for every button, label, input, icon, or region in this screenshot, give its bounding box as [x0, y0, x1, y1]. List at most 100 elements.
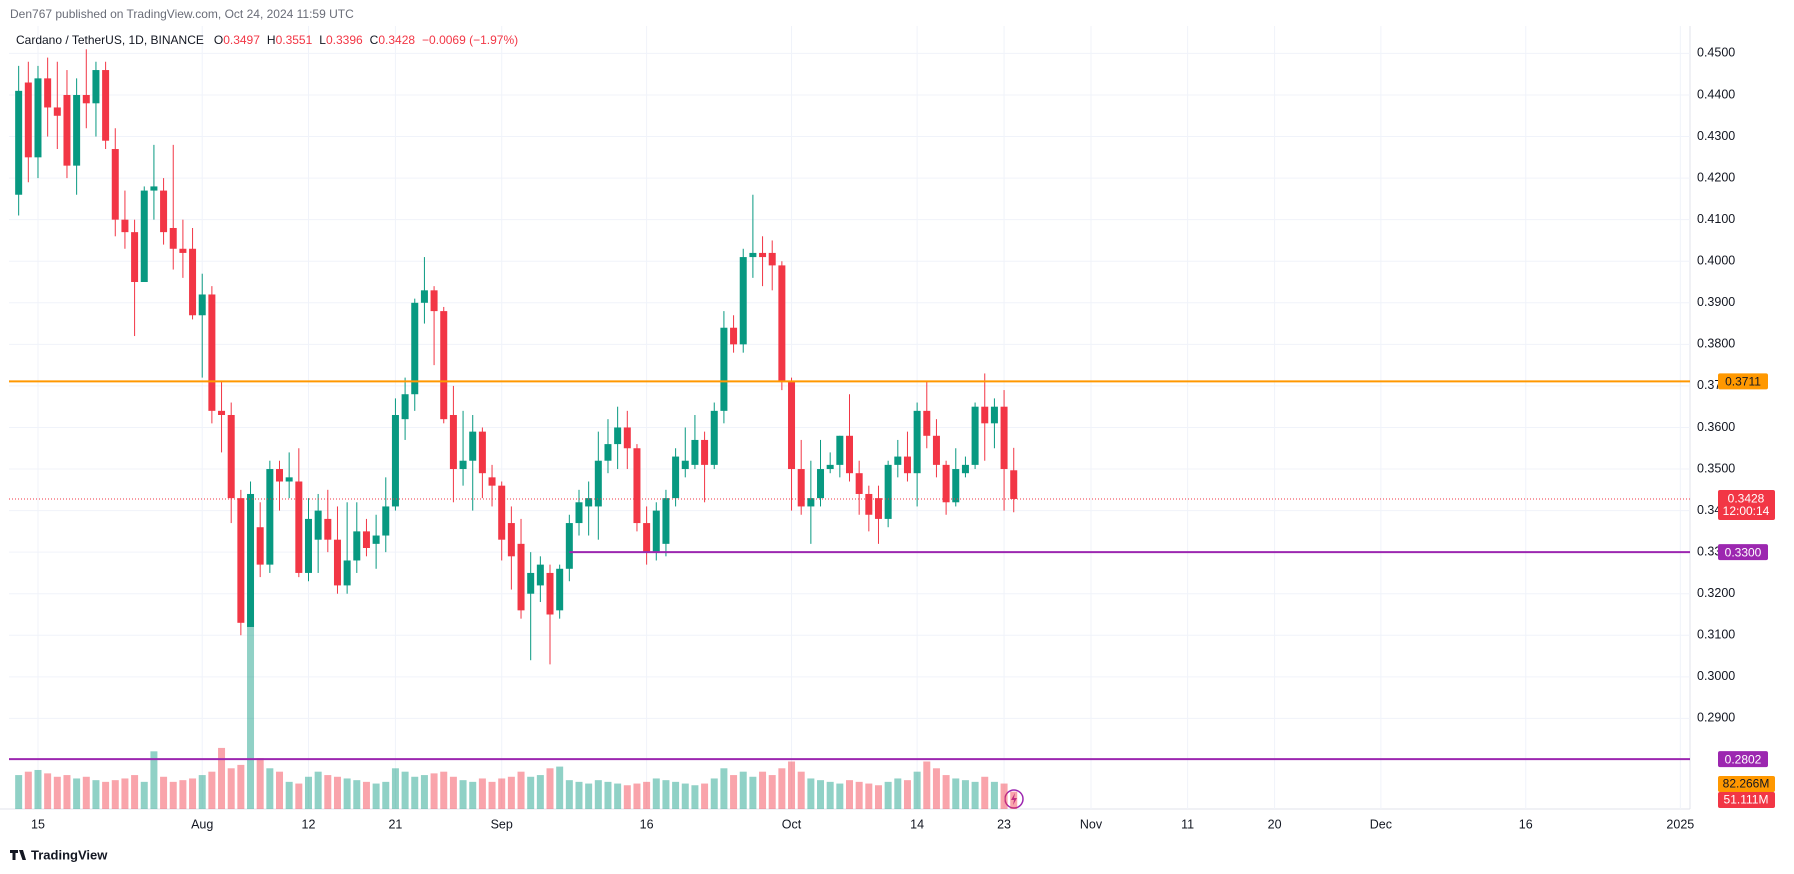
volume-bar [488, 781, 496, 809]
candle-body [691, 439, 699, 465]
candle-body [894, 456, 902, 465]
candle-body [353, 531, 361, 561]
ohlc-value: 0.3396 [326, 33, 363, 47]
level-label: 0.2802 [1725, 752, 1762, 766]
volume-bar [140, 781, 148, 809]
candle-body [82, 94, 90, 104]
volume-bar [189, 778, 197, 809]
candle-body [420, 290, 428, 303]
candle-body [198, 294, 206, 316]
candle-body [817, 469, 825, 499]
x-tick-label: 16 [1519, 817, 1533, 831]
volume-bar [527, 776, 535, 809]
ohlc-value: 0.3428 [378, 33, 415, 47]
x-tick-label: 16 [640, 817, 654, 831]
volume-bar [749, 776, 757, 809]
volume-bar [343, 778, 351, 809]
volume-bar [285, 781, 293, 809]
volume-bar [594, 780, 602, 809]
y-tick-label: 0.4100 [1697, 212, 1735, 226]
volume-bar [420, 775, 428, 809]
candle-body [247, 493, 255, 627]
volume-bar [788, 761, 796, 809]
volume-bar [585, 783, 593, 809]
candle-body [73, 94, 81, 166]
volume-bar [923, 761, 931, 809]
y-tick-label: 0.3100 [1697, 628, 1735, 642]
volume-bar [92, 780, 100, 809]
volume-bar [198, 775, 206, 809]
candle-body [672, 456, 680, 499]
volume-bar [430, 773, 438, 809]
x-tick-label: 2025 [1666, 817, 1694, 831]
volume-bar [449, 776, 457, 809]
volume-bar [15, 775, 23, 809]
x-tick-label: Nov [1080, 817, 1103, 831]
volume-bar [874, 785, 882, 809]
volume-bar [604, 781, 612, 809]
candle-body [227, 415, 235, 499]
volume-bar [53, 776, 61, 809]
candle-body [527, 572, 535, 594]
volume-bar [304, 776, 312, 809]
candle-body [565, 523, 573, 569]
volume-bar [903, 780, 911, 809]
x-tick-label: 21 [388, 817, 402, 831]
candle-body [324, 518, 332, 540]
volume-ma-box [1718, 776, 1775, 792]
volume-bar [846, 780, 853, 809]
volume-bar [111, 780, 119, 809]
volume-bar [662, 780, 670, 809]
volume-last-box [1718, 792, 1775, 808]
candle-body [730, 327, 738, 345]
x-tick-label: Aug [191, 817, 213, 831]
candle-body [459, 460, 467, 470]
candle-body [295, 481, 303, 573]
candle-body [179, 248, 187, 253]
candle-body [961, 464, 969, 474]
volume-bar [401, 771, 409, 809]
candle-body [285, 477, 293, 482]
candle-body [430, 290, 438, 312]
candle-body [594, 460, 602, 507]
replay-bolt [1011, 793, 1017, 805]
x-tick-label: Dec [1370, 817, 1392, 831]
volume-bar [218, 747, 226, 809]
volume-bar [691, 785, 699, 809]
candle-body [546, 572, 554, 615]
candle-body [942, 464, 950, 503]
change: −0.0069 (−1.97%) [422, 33, 518, 47]
candle-body [604, 444, 612, 461]
volume-bar [817, 780, 825, 809]
replay-icon[interactable] [1004, 789, 1024, 809]
logo-mark [10, 850, 26, 860]
volume-bar [759, 771, 767, 809]
volume-bar [333, 776, 341, 809]
volume-bar [614, 783, 622, 809]
candle-body [826, 464, 834, 470]
candle-body [131, 232, 139, 283]
x-tick-label: Sep [491, 817, 513, 831]
volume-bar [623, 785, 631, 809]
candle-body [652, 510, 660, 553]
level-label-box [1718, 544, 1768, 561]
candle-body [401, 394, 409, 420]
candle-body [517, 543, 525, 611]
volume-last-label: 51.111M [1724, 793, 1769, 807]
volume-bar [681, 783, 689, 809]
volume-bar [797, 771, 805, 809]
candle-body [256, 527, 264, 565]
volume-bar [556, 766, 564, 809]
candle-body [585, 498, 593, 507]
volume-bar [353, 780, 361, 809]
last-price-label: 0.3428 [1728, 492, 1765, 506]
candle-body [701, 439, 709, 465]
candle-body [662, 498, 670, 544]
volume-bar [1000, 783, 1008, 809]
volume-bar [411, 776, 419, 809]
volume-bar [314, 771, 322, 809]
y-tick-label: 0.3500 [1697, 461, 1735, 475]
logo-text: TradingView [31, 847, 108, 862]
y-tick-label: 0.4300 [1697, 129, 1735, 143]
